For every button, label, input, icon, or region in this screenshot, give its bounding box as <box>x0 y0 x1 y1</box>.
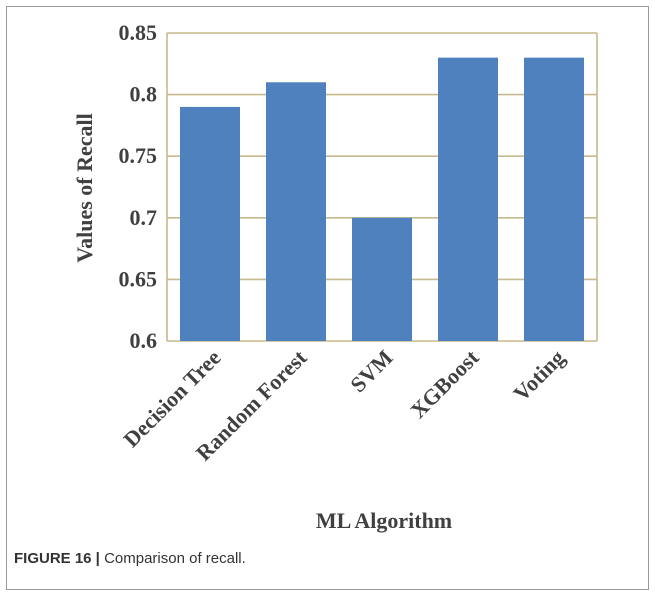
y-tick-label: 0.75 <box>119 143 158 168</box>
bars <box>180 57 584 341</box>
bar-random-forest <box>266 82 326 341</box>
figure-caption-text: Comparison of recall. <box>104 550 246 567</box>
y-tick-label: 0.6 <box>130 328 158 353</box>
y-tick-label: 0.7 <box>130 205 158 230</box>
figure-caption: FIGURE 16 | Comparison of recall. <box>14 550 246 567</box>
bar-xgboost <box>438 57 498 341</box>
y-tick-labels: 0.6 0.65 0.7 0.75 0.8 0.85 <box>119 20 158 353</box>
x-tick-label: XGBoost <box>405 344 484 423</box>
figure-caption-label: FIGURE 16 | <box>14 550 100 567</box>
x-tick-label: SVM <box>345 345 397 397</box>
y-tick-label: 0.8 <box>130 82 158 107</box>
y-tick-label: 0.85 <box>119 20 158 45</box>
x-tick-label: Voting <box>508 345 569 406</box>
y-axis-title: Values of Recall <box>72 113 97 263</box>
y-tick-label: 0.65 <box>119 266 158 291</box>
bar-svm <box>352 217 412 341</box>
x-axis-title: ML Algorithm <box>316 508 452 533</box>
bar-voting <box>524 57 584 341</box>
bar-decision-tree <box>180 106 240 341</box>
